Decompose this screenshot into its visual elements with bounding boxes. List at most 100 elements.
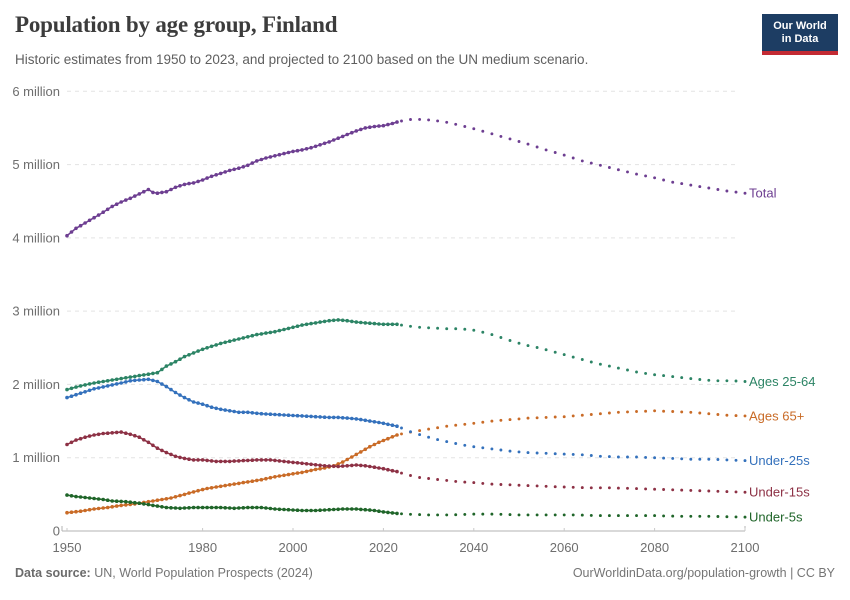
series-label-total[interactable]: Total (749, 186, 777, 201)
series-ages-65[interactable]: Ages 65+ (65, 408, 804, 515)
series-point-total (182, 182, 187, 187)
series-point-ages-25-64 (318, 320, 322, 324)
series-point-under-5s (268, 506, 273, 511)
series-projection-dot-under-25s (626, 455, 629, 459)
series-point-under-25s (259, 411, 264, 416)
series-projection-dot-under-15s (517, 483, 521, 487)
series-projection-dot-total (499, 134, 503, 138)
series-point-ages-25-64 (359, 320, 363, 325)
series-point-under-25s (218, 407, 223, 412)
series-point-ages-65 (377, 440, 381, 445)
series-point-under-5s (350, 507, 354, 511)
series-projection-dot-total (418, 117, 422, 121)
series-point-total (214, 173, 218, 177)
series-projection-dot-ages-65 (454, 423, 458, 427)
series-projection-dot-under-25s (418, 433, 422, 437)
series-point-ages-25-64 (133, 374, 137, 379)
footer-credit-link[interactable]: OurWorldinData.org/population-growth | C… (572, 566, 835, 580)
owid-logo[interactable]: Our World in Data (762, 14, 838, 55)
series-point-total (69, 230, 74, 234)
series-point-total (250, 161, 255, 165)
series-point-under-15s (345, 464, 350, 468)
series-projection-dot-ages-65 (481, 420, 485, 424)
series-point-under-5s (381, 510, 386, 514)
y-tick-label-0: 0 (53, 524, 60, 539)
series-point-under-5s (182, 506, 187, 510)
series-point-ages-25-64 (377, 322, 381, 326)
series-point-under-15s (155, 446, 160, 451)
series-projection-dot-total (454, 122, 458, 126)
series-point-under-25s (345, 416, 350, 420)
series-point-under-15s (142, 438, 146, 442)
series-point-ages-25-64 (155, 370, 160, 375)
series-point-under-25s (336, 415, 341, 420)
series-projection-dot-under-5s (526, 513, 530, 517)
series-projection-dot-ages-65 (427, 427, 431, 431)
series-point-under-5s (96, 497, 101, 501)
series-under-15s[interactable]: Under-15s (65, 430, 810, 500)
series-point-ages-65 (146, 499, 151, 504)
series-line-total[interactable] (66, 121, 398, 237)
series-point-ages-65 (114, 504, 119, 508)
series-point-ages-65 (169, 496, 173, 500)
series-projection-dot-under-25s (571, 452, 575, 456)
series-point-under-25s (124, 380, 128, 384)
series-label-under-15s[interactable]: Under-15s (749, 485, 810, 500)
series-point-ages-65 (209, 486, 214, 490)
series-projection-dot-total (490, 132, 494, 136)
series-under-25s[interactable]: Under-25s (65, 377, 810, 469)
chart-subtitle: Historic estimates from 1950 to 2023, an… (15, 52, 589, 67)
series-projection-dot-under-25s (562, 452, 566, 456)
series-point-ages-25-64 (173, 359, 178, 364)
series-projection-dot-under-5s (400, 512, 403, 516)
series-point-under-15s (214, 459, 218, 464)
series-label-ages-25-64[interactable]: Ages 25-64 (749, 374, 816, 389)
series-projection-dot-under-25s (481, 446, 485, 450)
series-projection-dot-ages-25-64 (635, 370, 638, 374)
series-projection-dot-under-5s (680, 514, 684, 518)
series-point-ages-65 (291, 472, 295, 476)
series-point-ages-65 (200, 487, 205, 492)
series-point-under-5s (87, 496, 92, 500)
series-point-ages-65 (318, 466, 322, 471)
series-point-under-25s (363, 418, 368, 423)
series-point-under-5s (232, 506, 236, 511)
series-point-ages-65 (350, 455, 354, 459)
series-projection-dot-ages-65 (680, 410, 684, 414)
series-point-under-25s (277, 412, 282, 417)
series-projection-dot-under-15s (535, 484, 539, 488)
series-point-under-15s (187, 457, 191, 462)
series-point-total (390, 121, 395, 126)
series-point-under-25s (137, 378, 142, 382)
series-point-ages-65 (363, 447, 368, 452)
series-under-5s[interactable]: Under-5s (65, 493, 803, 525)
series-point-ages-25-64 (322, 319, 327, 324)
series-ages-25-64[interactable]: Ages 25-64 (65, 318, 816, 392)
series-point-under-15s (282, 459, 286, 464)
series-point-under-5s (377, 509, 381, 513)
series-projection-dot-under-25s (463, 443, 467, 447)
series-projection-dot-under-5s (743, 515, 747, 519)
series-point-ages-25-64 (83, 383, 87, 387)
series-projection-dot-total (662, 178, 666, 182)
series-total[interactable]: Total (65, 117, 777, 238)
series-point-ages-65 (273, 475, 277, 479)
series-label-under-25s[interactable]: Under-25s (749, 453, 810, 468)
y-tick-label-3: 3 million (12, 304, 60, 319)
series-point-ages-65 (309, 468, 313, 473)
series-projection-dot-under-15s (616, 486, 620, 490)
series-point-under-5s (114, 499, 119, 504)
series-projection-dot-under-15s (445, 478, 449, 482)
series-point-under-5s (259, 505, 264, 510)
series-projection-dot-under-25s (544, 451, 548, 455)
series-point-under-25s (232, 409, 236, 414)
series-point-ages-25-64 (232, 338, 236, 342)
series-point-under-15s (386, 467, 390, 472)
series-projection-dot-total (535, 145, 539, 149)
series-point-total (286, 150, 291, 155)
series-label-ages-65[interactable]: Ages 65+ (749, 408, 804, 423)
series-point-under-25s (318, 415, 322, 419)
series-label-under-5s[interactable]: Under-5s (749, 510, 803, 525)
series-point-under-25s (313, 414, 318, 419)
